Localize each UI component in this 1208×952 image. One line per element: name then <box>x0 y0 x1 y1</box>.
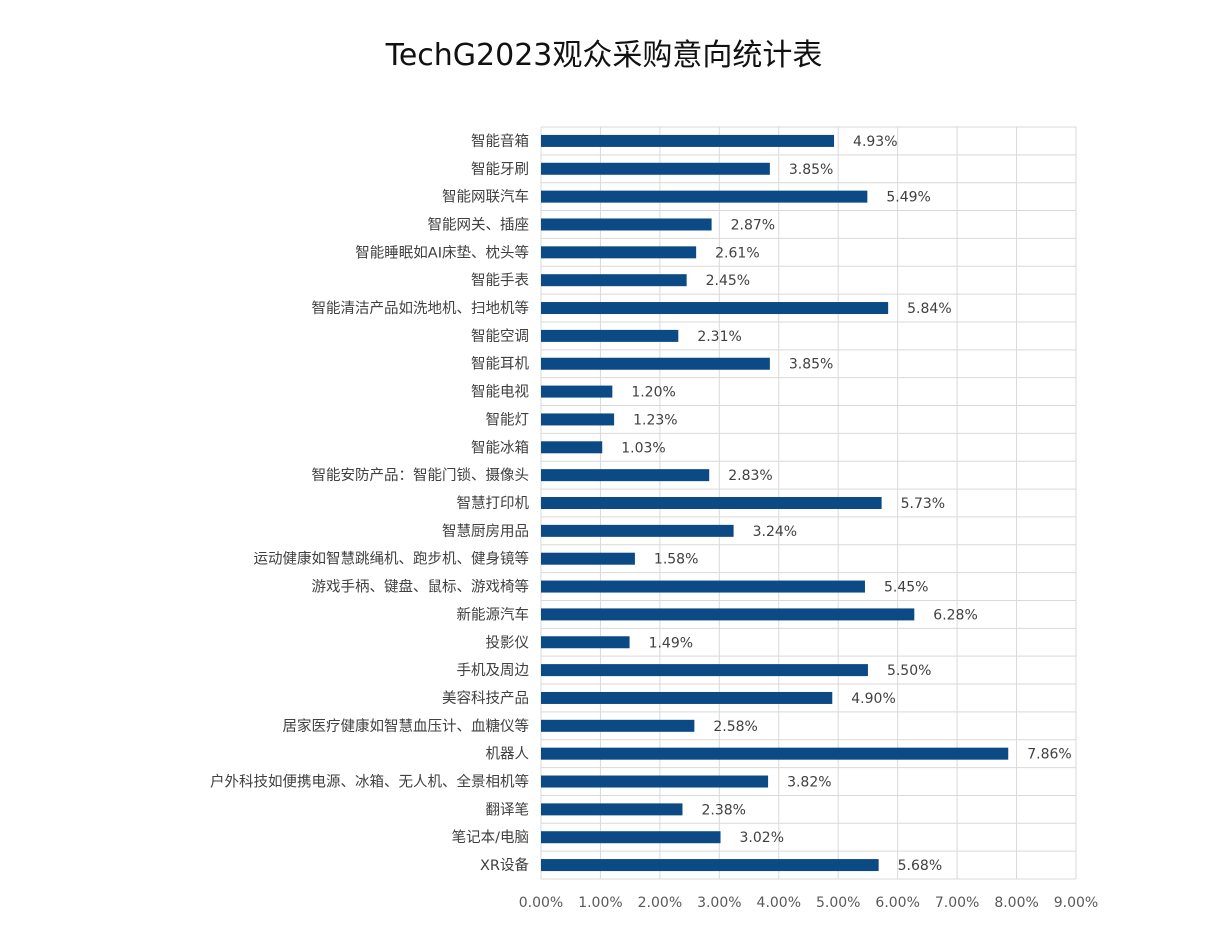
data-label: 2.61% <box>715 245 759 261</box>
bar <box>541 190 868 203</box>
bar <box>541 441 603 454</box>
category-label: 智能网关、插座 <box>428 216 530 233</box>
bar <box>541 552 635 565</box>
data-label: 2.31% <box>697 329 741 345</box>
x-tick-label: 5.00% <box>816 895 860 911</box>
bar <box>541 747 1009 760</box>
bar <box>541 302 889 315</box>
x-tick-label: 8.00% <box>994 895 1038 911</box>
data-label: 1.58% <box>654 552 698 568</box>
data-label: 5.45% <box>884 580 928 596</box>
bar <box>541 469 710 482</box>
x-tick-label: 1.00% <box>578 895 622 911</box>
data-label: 1.49% <box>649 635 693 651</box>
category-label: 智能电视 <box>471 384 529 401</box>
data-label: 4.93% <box>853 134 897 150</box>
category-label: 户外科技如便携电源、冰箱、无人机、全景相机等 <box>210 773 529 791</box>
data-label: 1.03% <box>621 440 665 456</box>
category-label: 智能网联汽车 <box>442 189 529 206</box>
bar <box>541 413 615 426</box>
category-label: 智能手表 <box>471 272 529 289</box>
category-label: 居家医疗健康如智慧血压计、血糖仪等 <box>283 717 530 735</box>
data-label: 5.84% <box>907 301 951 317</box>
data-label: 1.20% <box>631 385 675 401</box>
x-tick-label: 2.00% <box>638 895 682 911</box>
x-tick-label: 6.00% <box>875 895 919 911</box>
x-tick-label: 0.00% <box>519 895 563 911</box>
data-label: 3.24% <box>753 524 797 540</box>
data-label: 2.58% <box>713 719 757 735</box>
category-label: 智能音箱 <box>471 133 529 150</box>
bar <box>541 803 683 816</box>
category-label: 翻译笔 <box>486 801 530 818</box>
data-label: 2.45% <box>706 273 750 289</box>
x-tick-label: 9.00% <box>1054 895 1098 911</box>
category-label: 美容科技产品 <box>442 690 529 707</box>
data-label: 3.82% <box>787 775 831 791</box>
category-label: 智能睡眠如AI床垫、枕头等 <box>355 243 529 261</box>
data-label: 5.73% <box>901 496 945 512</box>
category-label: 笔记本/电脑 <box>452 829 529 846</box>
chart-title: TechG2023观众采购意向统计表 <box>385 38 823 73</box>
category-label: 智慧打印机 <box>457 495 530 512</box>
bar <box>541 524 734 537</box>
bar <box>541 831 721 844</box>
bar <box>541 636 630 649</box>
bar <box>541 357 770 370</box>
category-label: 智能空调 <box>471 328 529 345</box>
bar <box>541 162 770 175</box>
data-label: 3.85% <box>789 162 833 178</box>
bar <box>541 329 679 342</box>
data-label: 4.90% <box>851 691 895 707</box>
data-label: 2.83% <box>728 468 772 484</box>
data-label: 6.28% <box>933 607 977 623</box>
x-tick-label: 3.00% <box>697 895 741 911</box>
category-label: 机器人 <box>486 746 530 763</box>
category-label: 投影仪 <box>486 634 530 651</box>
data-label: 1.23% <box>633 412 677 428</box>
data-label: 5.49% <box>886 190 930 206</box>
bar <box>541 664 868 677</box>
bar <box>541 719 695 732</box>
data-label: 5.50% <box>887 663 931 679</box>
category-label: 智能冰箱 <box>471 439 529 456</box>
bar <box>541 859 879 872</box>
category-label: 智能牙刷 <box>471 161 529 178</box>
x-tick-label: 4.00% <box>757 895 801 911</box>
data-label: 3.85% <box>789 357 833 373</box>
category-label: 智能安防产品：智能门锁、摄像头 <box>312 467 530 484</box>
bar <box>541 691 833 704</box>
category-label: 运动健康如智慧跳绳机、跑步机、健身镜等 <box>254 550 530 568</box>
bar <box>541 385 613 398</box>
category-label: 智能清洁产品如洗地机、扫地机等 <box>312 299 530 317</box>
data-label: 7.86% <box>1027 747 1071 763</box>
category-label: 智能灯 <box>486 411 530 428</box>
data-label: 2.87% <box>731 217 775 233</box>
bar <box>541 274 687 287</box>
data-label: 3.02% <box>740 830 784 846</box>
bar <box>541 775 769 788</box>
category-label: 游戏手柄、键盘、鼠标、游戏椅等 <box>312 578 530 596</box>
category-label: 新能源汽车 <box>457 606 530 623</box>
bar <box>541 497 882 509</box>
category-label: 智慧厨房用品 <box>442 523 529 540</box>
x-tick-label: 7.00% <box>935 895 979 911</box>
category-label: XR设备 <box>480 857 530 874</box>
bar <box>541 246 697 259</box>
bar <box>541 218 712 231</box>
bar <box>541 608 915 621</box>
category-label: 手机及周边 <box>457 662 530 679</box>
bar <box>541 134 835 147</box>
bar <box>541 580 865 593</box>
data-label: 5.68% <box>898 858 942 874</box>
data-label: 2.38% <box>701 802 745 818</box>
category-label: 智能耳机 <box>471 356 529 373</box>
